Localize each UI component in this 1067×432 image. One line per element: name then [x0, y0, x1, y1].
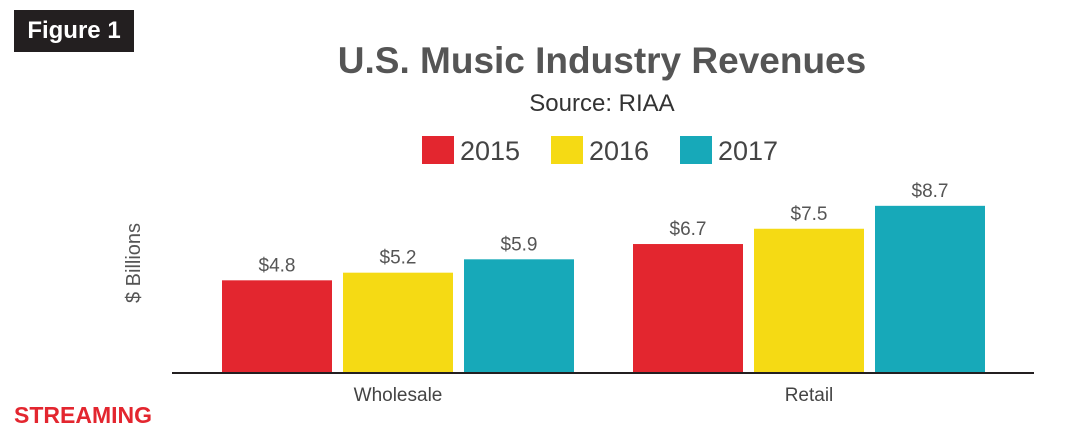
legend: 2015 2016 2017	[422, 136, 778, 166]
value-label-wholesale-2016: $5.2	[380, 248, 417, 269]
bar-retail-2016	[754, 228, 864, 372]
value-label-retail-2016: $7.5	[791, 204, 828, 225]
category-labels: Wholesale Retail	[354, 385, 834, 406]
value-label-retail-2017: $8.7	[912, 181, 949, 202]
chart-title: U.S. Music Industry Revenues	[338, 40, 866, 81]
legend-label-2015: 2015	[460, 136, 520, 166]
legend-swatch-2015	[422, 136, 454, 164]
category-label-retail: Retail	[785, 385, 834, 406]
bar-wholesale-2016	[343, 272, 453, 372]
legend-swatch-2016	[551, 136, 583, 164]
category-label-wholesale: Wholesale	[354, 385, 443, 406]
chart-subtitle: Source: RIAA	[529, 90, 674, 117]
legend-label-2016: 2016	[589, 136, 649, 166]
bar-retail-2017	[875, 205, 985, 372]
value-label-wholesale-2017: $5.9	[501, 234, 538, 255]
section-label-streaming: STREAMING	[14, 402, 152, 428]
bar-wholesale-2015	[222, 280, 332, 372]
value-label-retail-2015: $6.7	[670, 219, 707, 240]
value-label-wholesale-2015: $4.8	[259, 255, 296, 276]
bars-group: $4.8 $5.2 $5.9 $6.7 $7.5 $8.7	[222, 181, 985, 372]
legend-label-2017: 2017	[718, 136, 778, 166]
bar-retail-2015	[633, 244, 743, 372]
legend-swatch-2017	[680, 136, 712, 164]
y-axis-label: $ Billions	[123, 223, 145, 303]
figure-tag: Figure 1	[14, 10, 134, 52]
bar-wholesale-2017	[464, 259, 574, 372]
